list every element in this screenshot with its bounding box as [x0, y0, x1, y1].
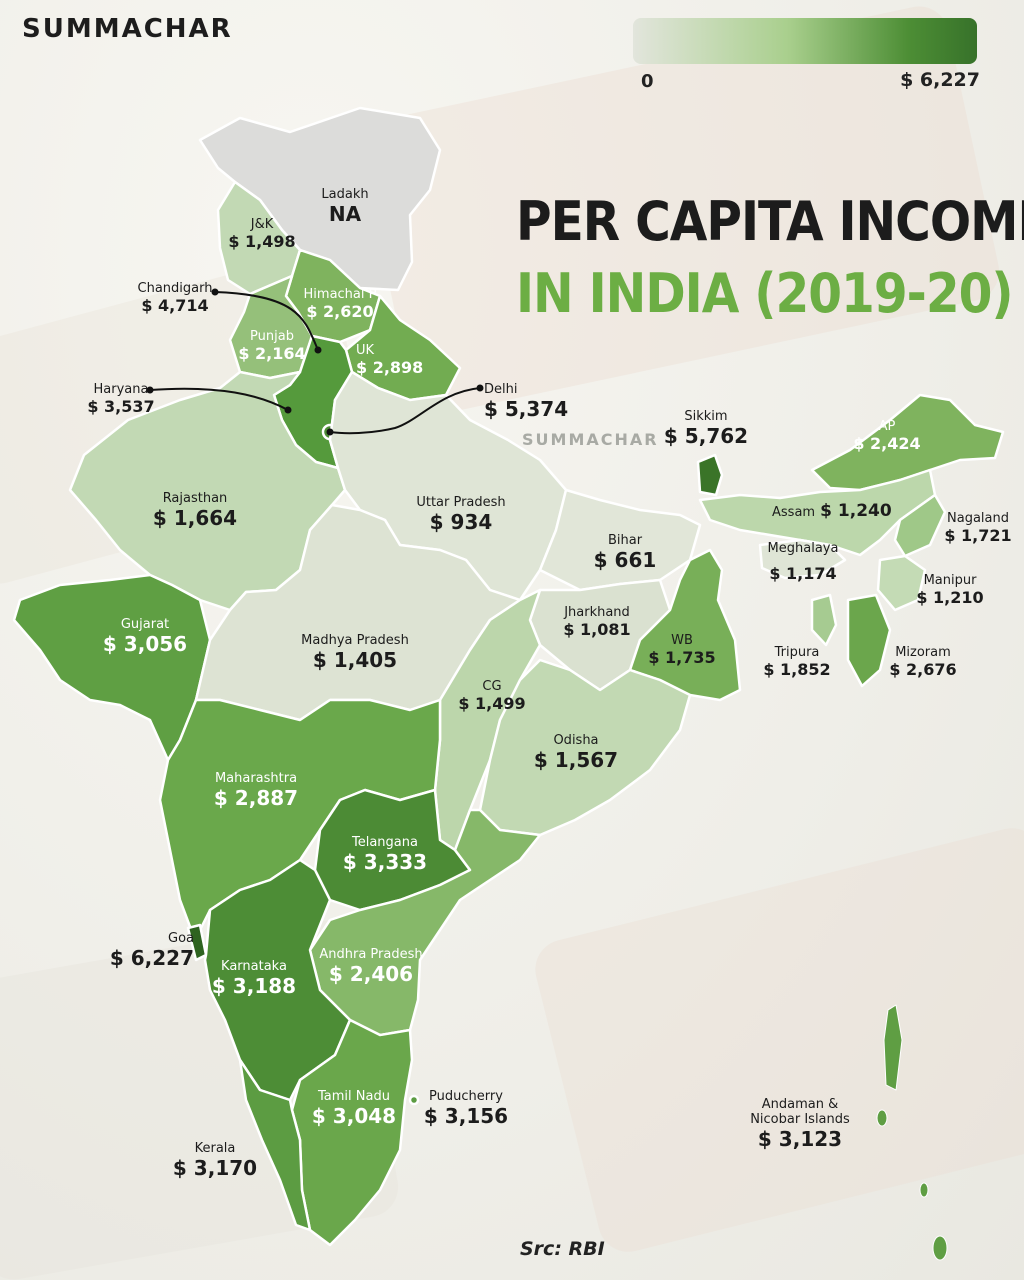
- region-andaman: [876, 1109, 888, 1127]
- region-wb: [628, 548, 742, 702]
- region-mizoram: [846, 593, 892, 688]
- legend-color-scale: [633, 18, 977, 64]
- label-haryana: Haryana $ 3,537: [87, 382, 155, 416]
- label-kerala: Kerala $ 3,170: [172, 1141, 258, 1180]
- region-odisha: [478, 658, 692, 837]
- label-jk: J&K $ 1,498: [228, 217, 296, 251]
- label-punjab: Punjab $ 2,164: [238, 329, 306, 363]
- leader-dot: [284, 406, 292, 414]
- label-karnataka: Karnataka $ 3,188: [211, 959, 297, 998]
- region-sikkim: [696, 453, 724, 497]
- leader-line-haryana: [149, 387, 289, 411]
- label-delhi: Delhi $ 5,374: [484, 382, 569, 421]
- region-manipur: [876, 554, 927, 612]
- region-andaman: [932, 1235, 948, 1261]
- label-mp: Madhya Pradesh $ 1,405: [301, 633, 409, 672]
- region-tripura: [810, 593, 838, 647]
- leader-dot: [314, 346, 322, 354]
- label-gujarat: Gujarat $ 3,056: [102, 617, 188, 656]
- label-goa: Goa $ 6,227: [109, 931, 194, 970]
- brand-logo: SUMMACHAR: [22, 14, 233, 44]
- region-gujarat: [12, 573, 212, 762]
- label-arunachal: AP $ 2,424: [853, 419, 921, 453]
- label-tamilnadu: Tamil Nadu $ 3,048: [311, 1089, 397, 1128]
- region-nagaland: [893, 493, 947, 558]
- leader-dot: [146, 386, 154, 394]
- label-bihar: Bihar $ 661: [593, 533, 657, 572]
- label-uk: UK $ 2,898: [356, 343, 424, 377]
- label-telangana: Telangana $ 3,333: [342, 835, 428, 874]
- title-line-2: IN INDIA (2019-20): [516, 262, 1014, 325]
- label-tripura: Tripura $ 1,852: [763, 645, 831, 679]
- leader-dot: [476, 384, 484, 392]
- watermark: SUMMACHAR: [522, 430, 659, 449]
- legend-min-label: 0: [641, 71, 654, 92]
- legend-max-label: $ 6,227: [900, 69, 980, 91]
- label-nagaland: Nagaland $ 1,721: [944, 511, 1012, 545]
- label-assam: Assam $ 1,240: [772, 501, 892, 521]
- label-chandigarh: Chandigarh $ 4,714: [137, 281, 213, 315]
- label-up: Uttar Pradesh $ 934: [416, 495, 506, 534]
- label-maharashtra: Maharashtra $ 2,887: [213, 771, 299, 810]
- leader-line-chandigarh: [214, 291, 319, 351]
- leader-line-delhi: [329, 387, 481, 435]
- label-puducherry: Puducherry $ 3,156: [423, 1089, 509, 1128]
- label-manipur: Manipur $ 1,210: [916, 573, 984, 607]
- region-puducherry: [408, 1094, 420, 1106]
- label-sikkim: Sikkim $ 5,762: [663, 409, 749, 448]
- leader-dot: [211, 288, 219, 296]
- label-wb: WB $ 1,735: [648, 633, 716, 667]
- region-andaman: [919, 1182, 929, 1198]
- label-odisha: Odisha $ 1,567: [533, 733, 619, 772]
- region-meghalaya: [758, 538, 847, 580]
- label-mizoram: Mizoram $ 2,676: [889, 645, 957, 679]
- region-bihar: [538, 488, 702, 592]
- label-ladakh: Ladakh NA: [321, 187, 369, 226]
- label-cg: CG $ 1,499: [458, 679, 526, 713]
- title-line-1: PER CAPITA INCOME: [516, 190, 1024, 253]
- region-andaman: [883, 1004, 903, 1091]
- label-jharkhand: Jharkhand $ 1,081: [563, 605, 631, 639]
- label-himachal: Himachal P $ 2,620: [303, 287, 377, 321]
- label-andaman: Andaman & Nicobar Islands $ 3,123: [750, 1097, 850, 1151]
- leader-dot: [326, 428, 334, 436]
- source-note: Src: RBI: [520, 1238, 605, 1260]
- label-ap-south: Andhra Pradesh $ 2,406: [319, 947, 423, 986]
- label-meghalaya: Meghalaya $ 1,174: [767, 541, 839, 583]
- label-rajasthan: Rajasthan $ 1,664: [152, 491, 238, 530]
- region-kerala: [238, 1058, 312, 1232]
